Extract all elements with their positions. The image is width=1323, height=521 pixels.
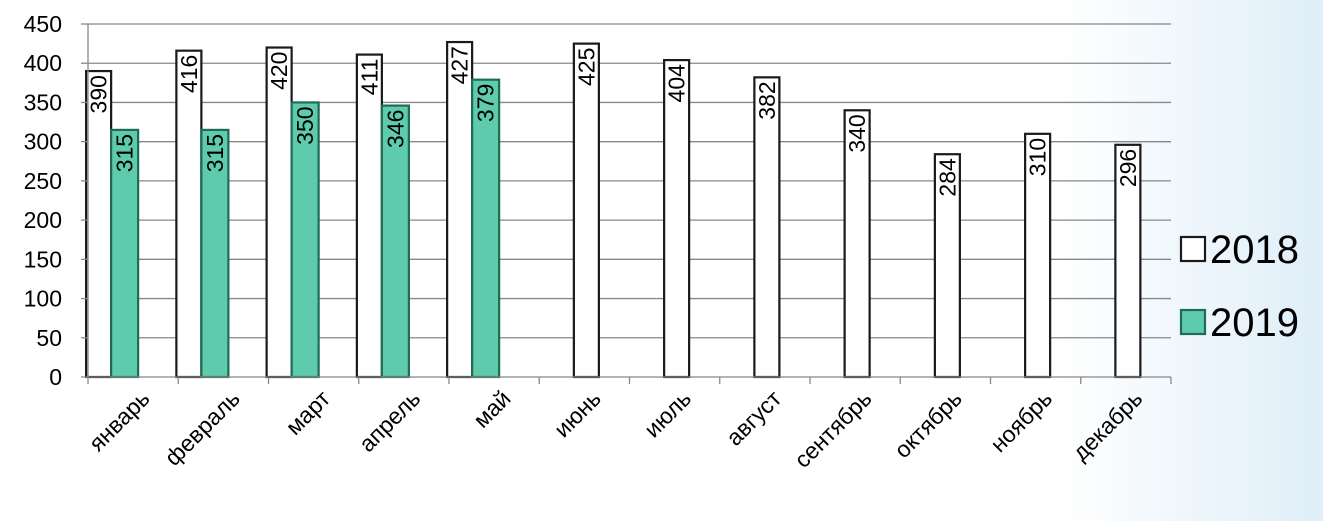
x-tick-label-апрель: апрель [354, 385, 426, 457]
data-label-2018: 284 [934, 158, 960, 197]
x-tick-label-июль: июль [639, 385, 696, 442]
data-label-2018: 411 [356, 59, 382, 96]
data-label-2018: 420 [266, 52, 292, 90]
legend-swatch-2019 [1179, 308, 1207, 336]
bar-2018-август [753, 76, 781, 379]
x-tick-label-сентябрь: сентябрь [789, 385, 877, 473]
x-tick-label-май: май [468, 385, 516, 433]
data-label-2018: 390 [86, 75, 112, 113]
bar-2018-декабрь [1114, 143, 1142, 379]
x-tick-label-октябрь: октябрь [889, 385, 967, 463]
data-label-2018: 427 [447, 46, 473, 84]
data-label-2019: 350 [292, 106, 318, 144]
x-tick-label-ноябрь: ноябрь [985, 385, 1057, 457]
bar-2018-июль [663, 58, 691, 379]
bar-2018-июнь [572, 42, 600, 379]
gridlines [88, 23, 1171, 339]
data-label-2018: 296 [1115, 149, 1141, 187]
x-tick-label-август: август [721, 385, 787, 451]
data-label-2018: 416 [176, 55, 202, 93]
legend: 2018 2019 [1179, 228, 1299, 345]
bar-2018-январь [85, 69, 113, 379]
y-tick-label: 100 [24, 286, 62, 312]
data-label-2018: 404 [664, 64, 690, 103]
bar-2018-апрель [355, 53, 383, 379]
bar-2018-февраль [175, 49, 203, 379]
bar-2019-май [471, 78, 501, 379]
y-tick-label: 450 [24, 11, 62, 37]
y-tick-label: 300 [24, 129, 62, 155]
x-tick-label-декабрь: декабрь [1067, 385, 1147, 465]
y-tick-label: 400 [24, 50, 62, 76]
data-label-2018: 425 [573, 48, 599, 86]
x-tick-label-февраль: февраль [159, 385, 245, 471]
legend-swatch-2018 [1179, 235, 1207, 263]
data-label-2019: 315 [112, 134, 138, 172]
data-label-2018: 382 [754, 81, 780, 119]
y-tick-label: 350 [24, 89, 62, 115]
y-tick-label: 0 [49, 364, 62, 390]
data-label-2018: 310 [1025, 138, 1051, 176]
y-tick-label: 250 [24, 168, 62, 194]
data-label-2019: 315 [202, 134, 228, 172]
data-label-2018: 340 [844, 114, 870, 152]
y-tick-label: 50 [36, 325, 62, 351]
data-label-2019: 346 [382, 110, 408, 148]
bar-2018-март [265, 46, 293, 379]
bar-2018-май [446, 40, 474, 379]
legend-label-2018: 2018 [1210, 228, 1299, 272]
legend-label-2019: 2019 [1210, 301, 1299, 345]
y-tick-label: 200 [24, 207, 62, 233]
x-tick-label-январь: январь [83, 385, 154, 456]
x-tick-label-июнь: июнь [549, 385, 606, 442]
x-tick-label-март: март [280, 385, 335, 440]
data-label-2019: 379 [473, 84, 499, 122]
bar-2019-январь [110, 128, 140, 379]
y-tick-label: 150 [24, 246, 62, 272]
